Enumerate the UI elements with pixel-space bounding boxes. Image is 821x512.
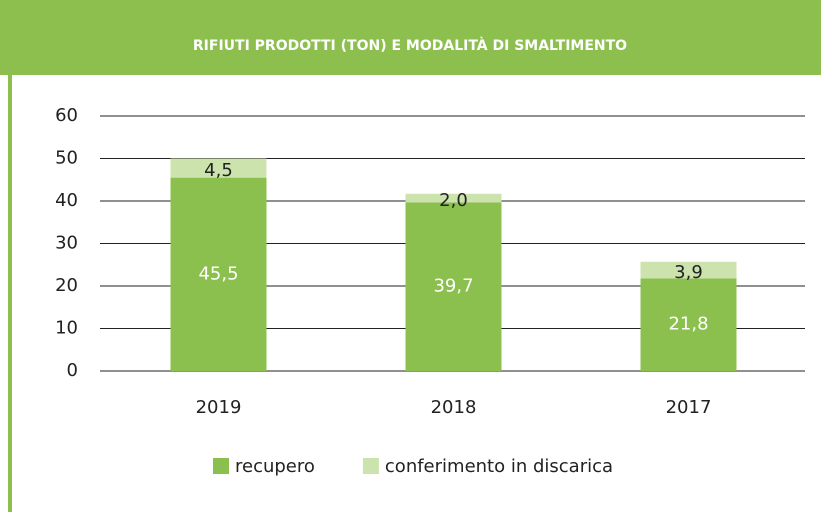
x-tick-label: 2018 <box>431 397 477 418</box>
bar-segment <box>170 158 267 178</box>
chart-title: RIFIUTI PRODOTTI (TON) E MODALITÀ DI SMA… <box>193 37 627 54</box>
bar-segment <box>405 202 502 371</box>
y-tick-label: 60 <box>55 105 78 126</box>
bar-segment <box>640 261 737 279</box>
left-border <box>8 75 12 512</box>
y-tick-label: 20 <box>55 275 78 296</box>
x-tick-label: 2019 <box>196 397 242 418</box>
value-label: 3,9 <box>674 262 703 283</box>
bar-segment <box>405 193 502 203</box>
bar-segment <box>170 177 267 371</box>
bar-segment <box>640 278 737 371</box>
x-tick-label: 2017 <box>666 397 712 418</box>
y-tick-label: 50 <box>55 148 78 169</box>
value-label: 2,0 <box>439 190 468 211</box>
y-tick-label: 40 <box>55 190 78 211</box>
header-band <box>0 0 821 75</box>
legend-swatch <box>362 458 379 474</box>
y-tick-label: 10 <box>55 318 78 339</box>
legend-label: recupero <box>235 456 315 477</box>
legend-label: conferimento in discarica <box>385 456 613 477</box>
legend-swatch <box>213 458 229 474</box>
value-label: 21,8 <box>668 314 708 335</box>
value-label: 4,5 <box>204 160 233 181</box>
y-tick-label: 0 <box>67 360 78 381</box>
value-label: 39,7 <box>433 276 473 297</box>
value-label: 45,5 <box>198 263 238 284</box>
y-tick-label: 30 <box>55 233 78 254</box>
